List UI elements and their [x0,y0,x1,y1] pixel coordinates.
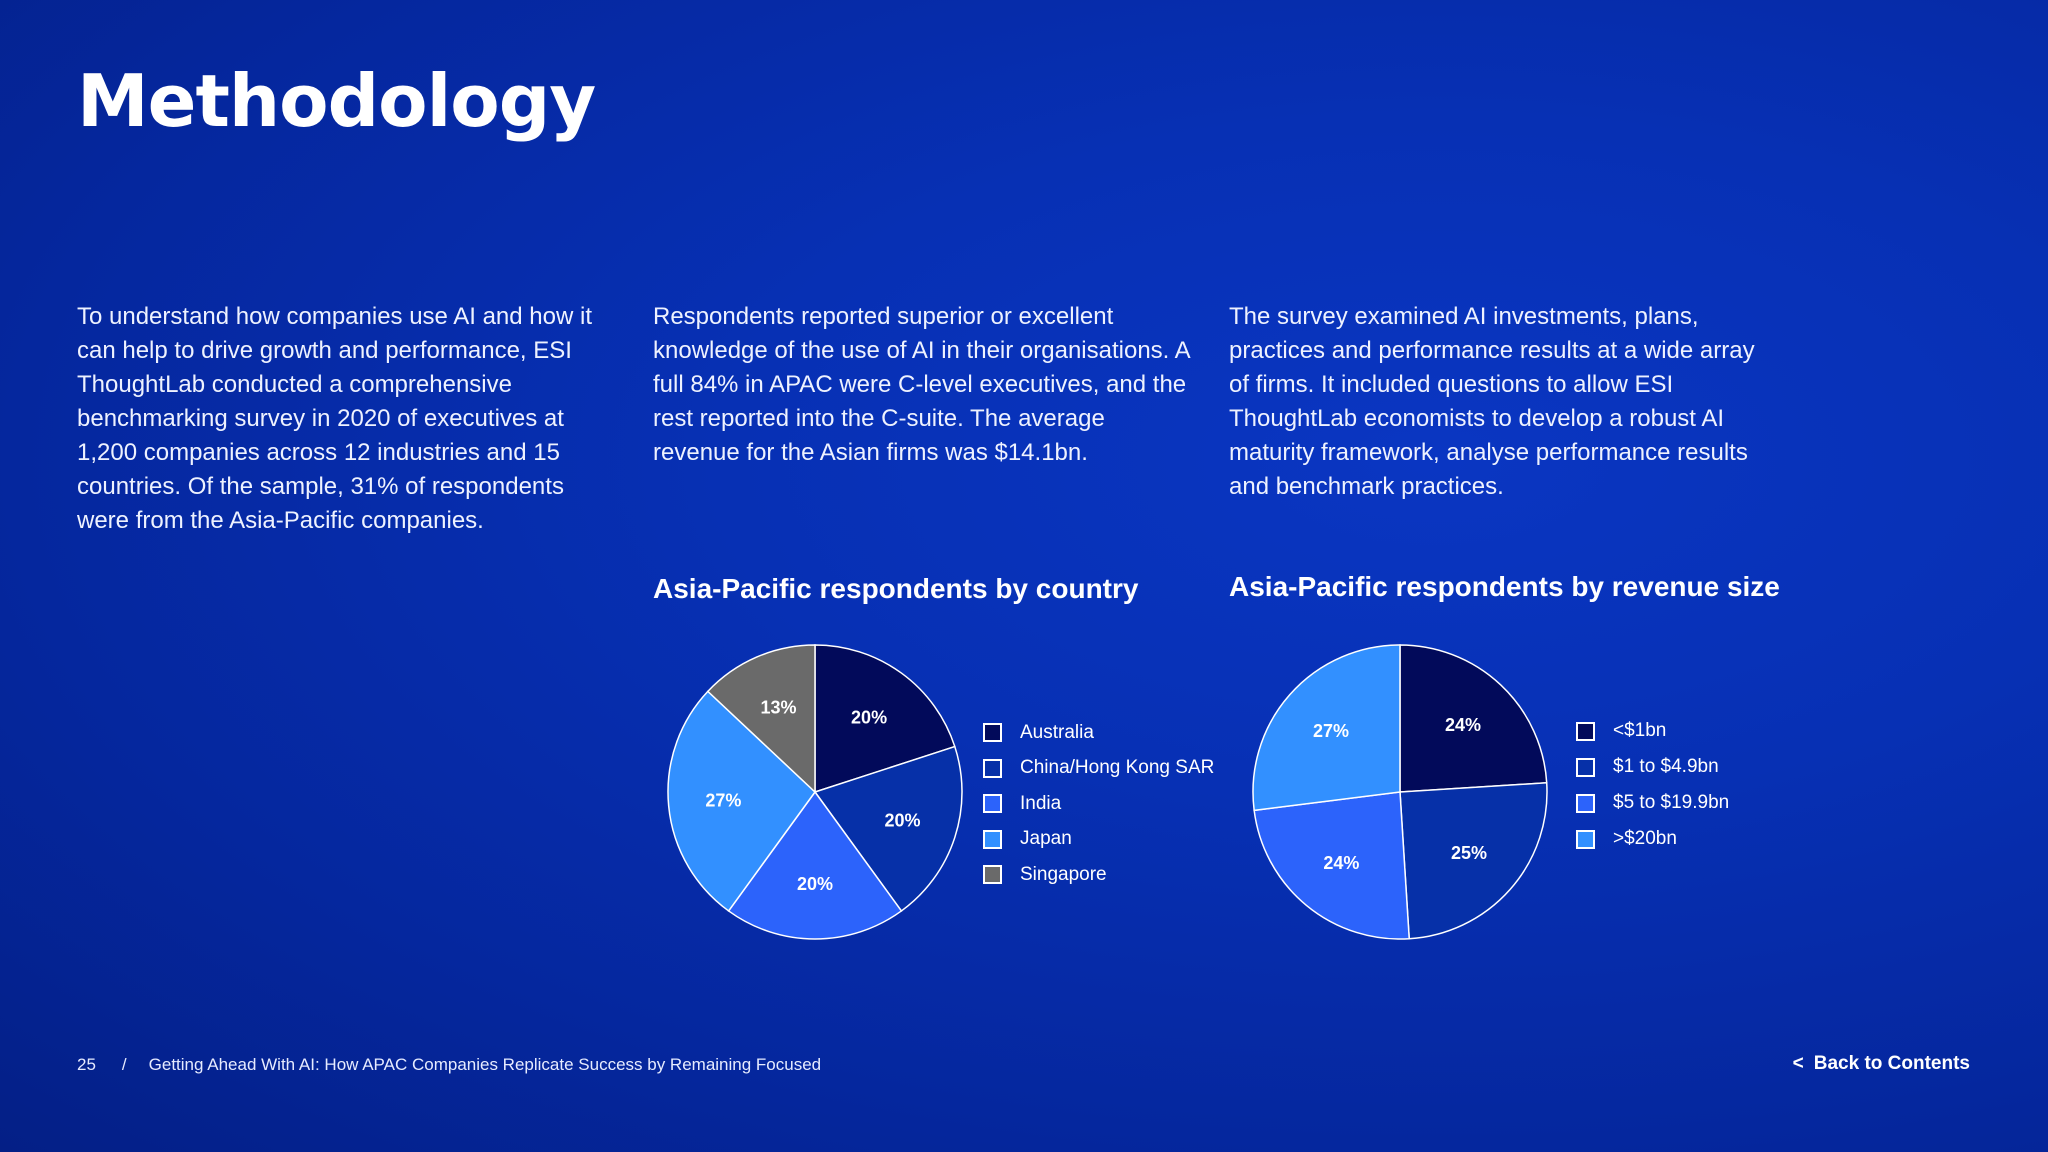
document-title: Getting Ahead With AI: How APAC Companie… [148,1055,822,1074]
page-title: Methodology [77,59,596,143]
pie-label-0: 24% [1445,715,1481,735]
back-to-contents-label: Back to Contents [1813,1053,1970,1074]
pie-slice-1 [1399,781,1548,940]
respondents-paragraph: Respondents reported superior or excelle… [653,303,1190,466]
pie-label-1: 25% [1451,843,1487,863]
legend-swatch [983,829,1002,849]
revenue-legend: <$1bn $1 to $4.9bn $5 to $19.9bn >$20bn [1576,713,1729,857]
legend-label: $5 to $19.9bn [1613,792,1730,813]
country-legend: Australia China/Hong Kong SAR India Japan Si… [983,715,1214,893]
revenue-chart-title: Asia-Pacific respondents by revenue size [1229,571,1780,602]
country-pie-chart: 20% 20% 20% 27% 13% [667,644,963,940]
legend-swatch [1576,721,1595,741]
pie-slice-0 [1399,644,1548,793]
pie-label-2: 20% [797,874,833,894]
intro-paragraph: To understand how companies use AI and h… [77,303,592,534]
legend-label: India [1020,792,1062,814]
legend-label: China/Hong Kong SAR [1020,757,1215,779]
pie-slice-2 [727,790,903,940]
legend-label: Singapore [1020,863,1107,885]
legend-swatch [983,865,1002,885]
legend-item: >$20bn [1576,821,1729,857]
legend-item: <$1bn [1576,713,1729,749]
legend-item: $1 to $4.9bn [1576,749,1729,785]
pie-label-1: 20% [884,810,920,830]
legend-label: <$1bn [1613,720,1667,741]
pie-label-2: 24% [1323,853,1359,873]
pie-label-3: 27% [1313,721,1349,741]
footer-separator: / [121,1055,127,1074]
pie-label-3: 27% [705,791,741,811]
legend-swatch [983,758,1002,778]
legend-item: $5 to $19.9bn [1576,785,1729,821]
survey-paragraph: The survey examined AI investments, plan… [1229,303,1755,500]
legend-label: Australia [1020,721,1094,743]
back-to-contents-link[interactable]: < Back to Contents [1793,1053,1970,1075]
pie-slice-3 [667,690,816,912]
legend-item: Australia [983,715,1214,751]
legend-item: Singapore [983,857,1214,893]
page-number: 25 [77,1055,96,1074]
legend-label: Japan [1020,828,1072,850]
chevron-left-icon: < [1792,1053,1804,1074]
pie-label-4: 13% [760,698,796,718]
pie-slice-0 [814,644,956,794]
pie-slice-4 [706,644,816,794]
pie-slice-3 [1252,644,1401,812]
legend-item: Japan [983,822,1214,858]
country-chart-title: Asia-Pacific respondents by country [653,573,1139,604]
legend-label: >$20bn [1613,828,1677,849]
legend-label: $1 to $4.9bn [1613,756,1719,777]
legend-swatch [1576,829,1595,849]
legend-swatch [1576,757,1595,777]
pie-slice-2 [1253,791,1411,940]
pie-slice-1 [813,745,963,912]
revenue-pie-chart: 24% 25% 24% 27% [1252,644,1548,940]
footer: 25 / Getting Ahead With AI: How APAC Com… [77,1055,821,1075]
legend-swatch [1576,793,1595,813]
legend-swatch [983,794,1002,814]
pie-label-0: 20% [851,708,887,728]
legend-item: China/Hong Kong SAR [983,751,1214,787]
legend-swatch [983,723,1002,743]
legend-item: India [983,786,1214,822]
